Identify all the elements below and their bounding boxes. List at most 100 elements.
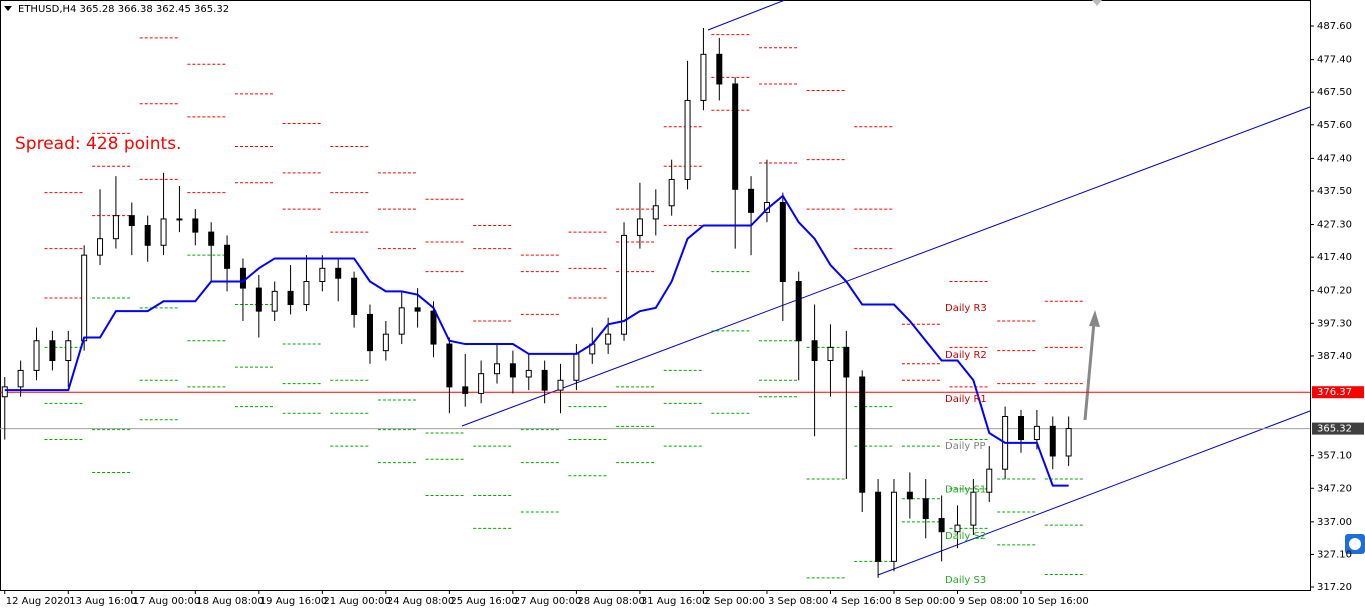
x-tick-label: 31 Aug 16:00 [641, 596, 708, 607]
candle-body [875, 491, 882, 562]
candle-body [271, 290, 278, 312]
candle-body [954, 524, 961, 533]
candle-body [478, 373, 485, 394]
x-tick-label: 21 Aug 00:00 [323, 596, 390, 607]
candle-body [779, 201, 786, 283]
candle-body [668, 178, 675, 207]
candle-body [1065, 428, 1072, 457]
y-tick-label: 317.20 [1317, 582, 1352, 593]
x-tick-label: 19 Aug 16:00 [260, 596, 327, 607]
y-tick-label: 357.10 [1317, 451, 1352, 462]
trend-line [461, 106, 1311, 427]
candle-body [176, 218, 183, 221]
trend-line [877, 410, 1311, 576]
candle-body [906, 491, 913, 500]
y-tick-label: 347.20 [1317, 483, 1352, 494]
x-tick-label: 10 Sep 16:00 [1022, 596, 1089, 607]
candle-body [732, 83, 739, 190]
x-tick-label: 13 Aug 16:00 [69, 596, 136, 607]
candle-body [1033, 425, 1040, 441]
candle-body [1018, 415, 1025, 441]
x-tick-label: 2 Sep 00:00 [704, 596, 764, 607]
candle-body [17, 369, 24, 388]
candle-body [636, 218, 643, 236]
candle-body [605, 333, 612, 345]
y-tick-label: 447.40 [1317, 153, 1352, 164]
candle-body [144, 225, 151, 246]
candle-body [192, 218, 199, 233]
pivot-label: Daily R3 [945, 303, 987, 314]
x-tick-label: 3 Sep 08:00 [768, 596, 828, 607]
trend-line [707, 0, 786, 31]
candle-body [33, 340, 40, 371]
candle-body [509, 363, 516, 378]
candle-body [922, 498, 929, 520]
x-tick-label: 28 Aug 08:00 [577, 596, 644, 607]
candle-body [811, 340, 818, 362]
menu-arrow[interactable] [4, 6, 12, 11]
y-tick-label: 397.30 [1317, 318, 1352, 329]
price-label-bg [1312, 386, 1364, 399]
candle-body [938, 518, 945, 533]
y-tick-label: 457.60 [1317, 120, 1352, 131]
price-label: 376.37 [1317, 387, 1352, 398]
x-tick-label: 25 Aug 16:00 [450, 596, 517, 607]
candle-body [351, 277, 358, 315]
candle-body [462, 386, 469, 394]
candle-body [716, 53, 723, 85]
y-tick-label: 407.20 [1317, 286, 1352, 297]
x-tick-label: 9 Sep 08:00 [958, 596, 1018, 607]
candle-body [541, 369, 548, 391]
y-tick-label: 487.60 [1317, 21, 1352, 32]
candle-body [239, 267, 246, 289]
y-tick-label: 387.40 [1317, 351, 1352, 362]
y-tick-label: 437.50 [1317, 186, 1352, 197]
price-label-bg [1312, 422, 1364, 435]
y-tick-label: 467.50 [1317, 87, 1352, 98]
candle-body [224, 244, 231, 269]
candle-body [700, 53, 707, 101]
candle-body [335, 267, 342, 279]
candle-body [398, 307, 405, 335]
x-tick-label: 8 Sep 00:00 [895, 596, 955, 607]
candle-body [621, 234, 628, 335]
x-tick-label: 4 Sep 16:00 [831, 596, 891, 607]
candle-body [128, 215, 135, 227]
pivot-label: Daily S2 [945, 531, 986, 542]
candle-body [890, 491, 897, 562]
x-tick-label: 24 Aug 08:00 [387, 596, 454, 607]
candle-body [414, 307, 421, 312]
plot-frame [0, 0, 1311, 591]
indicator-line [4, 194, 1069, 487]
candle-body [287, 290, 294, 306]
symbol-info: ETHUSD,H4 365.28 366.38 362.45 365.32 [18, 4, 229, 15]
candle-body [652, 205, 659, 220]
pivot-label: Daily S1 [945, 484, 986, 495]
candle-body [81, 254, 88, 342]
candle-body [827, 346, 834, 362]
candle-body [160, 218, 167, 246]
candle-body [255, 287, 262, 312]
candle-body [1, 386, 8, 398]
candle-body [303, 281, 310, 306]
pivot-label: Daily R2 [945, 350, 987, 361]
candle-body [1049, 425, 1056, 457]
candle-body [112, 215, 119, 240]
pivot-label: Daily PP [945, 441, 986, 452]
arrow-head [1089, 310, 1100, 327]
candle-body [557, 379, 564, 391]
candle-body [573, 353, 580, 381]
arrow-shaft [1083, 321, 1096, 421]
candle-body [446, 343, 453, 388]
candle-body [859, 376, 866, 493]
y-tick-label: 427.30 [1317, 220, 1352, 231]
candle-body [49, 340, 56, 362]
app-icon-mark [1349, 538, 1361, 550]
candle-body [382, 333, 389, 352]
spread-label: Spread: 428 points. [15, 134, 181, 154]
y-tick-label: 337.00 [1317, 517, 1352, 528]
candle-body [494, 363, 501, 375]
candle-body [430, 310, 437, 345]
x-tick-label: 17 Aug 00:00 [133, 596, 200, 607]
